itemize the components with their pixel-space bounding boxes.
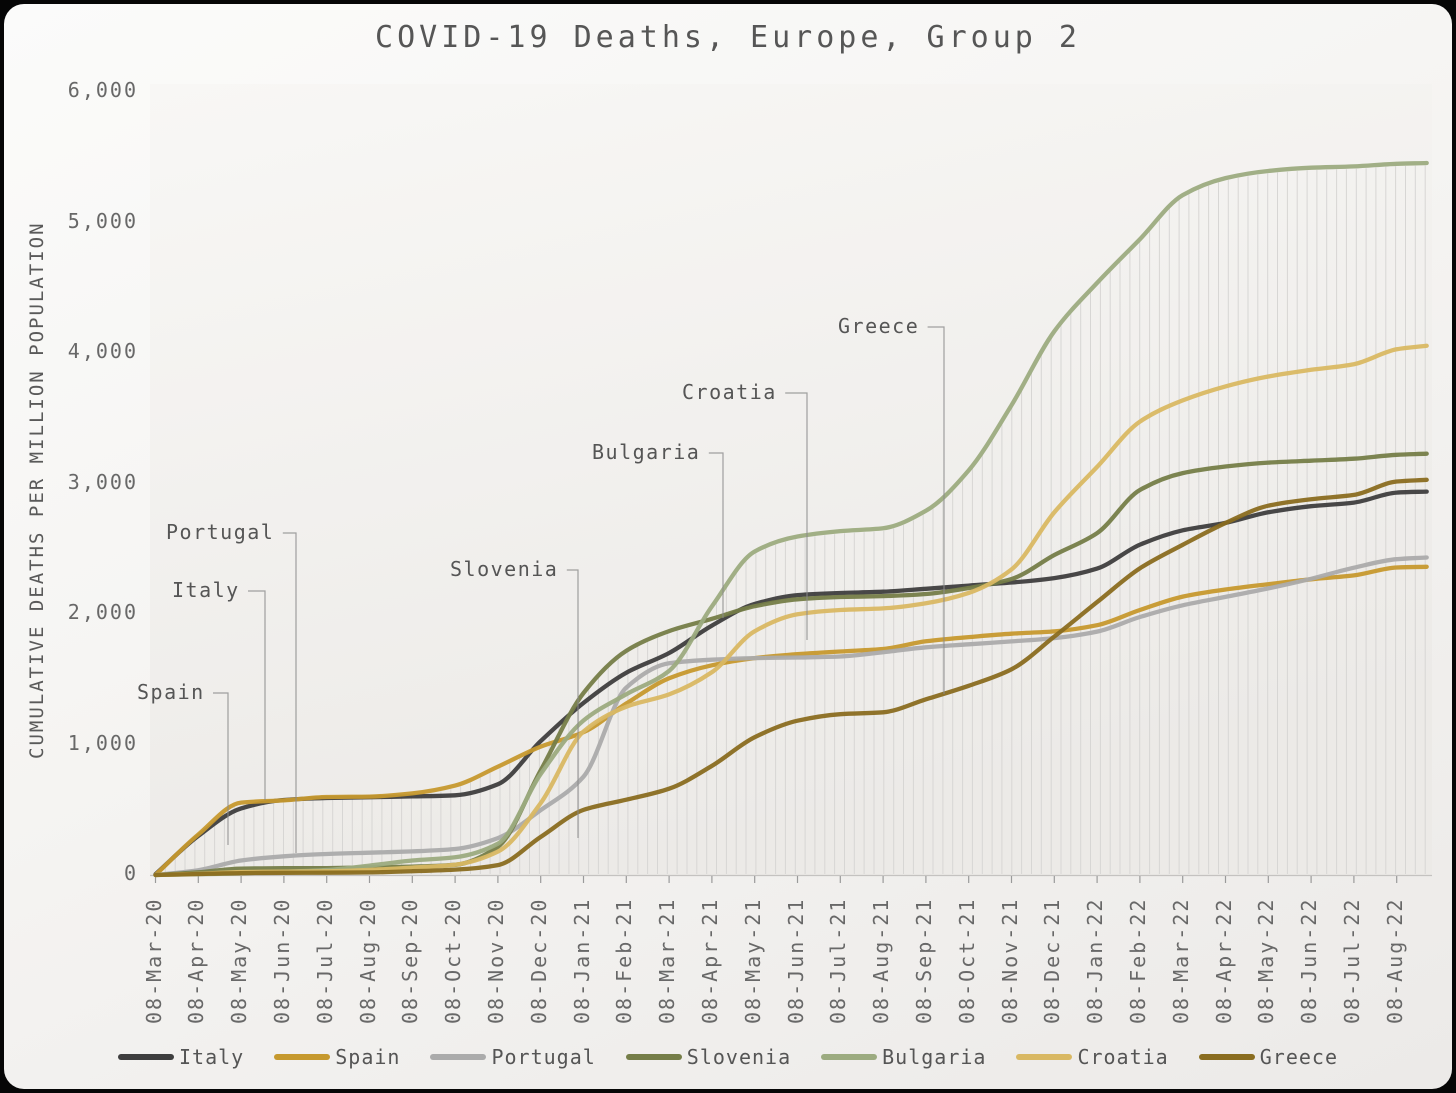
legend-label: Greece bbox=[1259, 1045, 1338, 1069]
legend-label: Bulgaria bbox=[882, 1045, 987, 1069]
legend-swatch bbox=[118, 1054, 175, 1060]
legend-swatch bbox=[1198, 1054, 1255, 1060]
legend-label: Italy bbox=[179, 1045, 245, 1069]
legend-label: Croatia bbox=[1077, 1045, 1169, 1069]
x-tick-label: 08-May-21 bbox=[740, 897, 765, 1024]
legend-item-slovenia: Slovenia bbox=[625, 1045, 792, 1069]
y-tick-label: 3,000 bbox=[67, 469, 138, 494]
legend-item-italy: Italy bbox=[118, 1045, 244, 1069]
annotation-leader-slovenia bbox=[566, 569, 579, 838]
series-annotation-spain: Spain bbox=[137, 680, 205, 704]
legend-item-portugal: Portugal bbox=[430, 1045, 595, 1069]
series-annotation-croatia: Croatia bbox=[682, 380, 777, 404]
legend-item-greece: Greece bbox=[1198, 1045, 1338, 1069]
x-tick-label: 08-Jun-21 bbox=[783, 897, 808, 1024]
x-tick-label: 08-Oct-20 bbox=[441, 897, 466, 1024]
x-tick-label: 08-Feb-21 bbox=[612, 897, 637, 1024]
legend-swatch bbox=[430, 1054, 487, 1060]
series-annotation-italy: Italy bbox=[172, 578, 240, 602]
x-tick-label: 08-Jul-21 bbox=[826, 897, 851, 1024]
x-tick-label: 08-Aug-20 bbox=[355, 897, 380, 1024]
x-tick-label: 08-Aug-22 bbox=[1382, 897, 1407, 1024]
x-tick-label: 08-Jun-22 bbox=[1297, 897, 1322, 1024]
x-tick-label: 08-Mar-20 bbox=[141, 897, 166, 1024]
y-tick-label: 4,000 bbox=[67, 339, 138, 363]
chart-card: COVID-19 Deaths, Europe, Group 2 CUMULAT… bbox=[4, 4, 1452, 1089]
x-tick-label: 08-Apr-22 bbox=[1211, 897, 1236, 1024]
legend-label: Spain bbox=[335, 1045, 401, 1069]
x-tick-label: 08-Jan-21 bbox=[569, 897, 594, 1024]
x-tick-label: 08-Oct-21 bbox=[954, 897, 979, 1024]
x-tick-label: 08-Nov-21 bbox=[997, 897, 1022, 1024]
x-tick-label: 08-Mar-21 bbox=[655, 897, 680, 1024]
series-line-portugal bbox=[153, 555, 1429, 878]
x-tick-label: 08-Apr-20 bbox=[184, 897, 209, 1024]
x-tick-label: 08-May-20 bbox=[227, 897, 252, 1024]
legend-label: Slovenia bbox=[686, 1045, 792, 1069]
legend-item-croatia: Croatia bbox=[1016, 1045, 1168, 1069]
legend-item-spain: Spain bbox=[274, 1045, 400, 1069]
plot-background bbox=[150, 84, 1432, 875]
annotation-leader-italy bbox=[248, 590, 266, 800]
x-tick-label: 08-Jun-20 bbox=[269, 897, 294, 1024]
x-tick-label: 08-Dec-20 bbox=[526, 897, 551, 1024]
x-tick-label: 08-Jul-22 bbox=[1339, 897, 1364, 1024]
legend-swatch bbox=[821, 1054, 878, 1060]
legend-swatch bbox=[625, 1054, 682, 1060]
chart-title: COVID-19 Deaths, Europe, Group 2 bbox=[375, 20, 1081, 55]
legend-item-bulgaria: Bulgaria bbox=[821, 1045, 986, 1069]
y-tick-label: 1,000 bbox=[67, 730, 138, 755]
series-line-spain bbox=[153, 564, 1429, 878]
chart-layers: COVID-19 Deaths, Europe, Group 2 CUMULAT… bbox=[4, 4, 1452, 1089]
legend-label: Portugal bbox=[491, 1045, 596, 1069]
annotation-leader-greece bbox=[927, 326, 945, 694]
series-line-greece bbox=[153, 477, 1429, 878]
annotation-leader-portugal bbox=[282, 532, 297, 853]
y-tick-label: 2,000 bbox=[67, 600, 138, 624]
series-line-croatia bbox=[153, 343, 1429, 878]
x-tick-label: 08-Sep-20 bbox=[398, 897, 423, 1024]
series-annotation-bulgaria: Bulgaria bbox=[592, 440, 701, 464]
x-tick-label: 08-Aug-21 bbox=[869, 897, 894, 1024]
x-tick-label: 08-Jul-20 bbox=[312, 897, 337, 1024]
annotation-leader-spain bbox=[213, 692, 229, 845]
x-tick-label: 08-May-22 bbox=[1254, 897, 1279, 1024]
y-tick-label: 5,000 bbox=[67, 208, 138, 233]
x-tick-label: 08-Dec-21 bbox=[1040, 897, 1065, 1024]
x-tick-label: 08-Jan-22 bbox=[1083, 897, 1108, 1024]
legend-swatch bbox=[1016, 1054, 1073, 1060]
x-tick-label: 08-Nov-20 bbox=[483, 897, 508, 1024]
x-tick-label: 08-Sep-21 bbox=[911, 897, 936, 1024]
x-tick-label: 08-Apr-21 bbox=[697, 897, 722, 1024]
y-tick-label: 0 bbox=[123, 861, 138, 885]
annotation-leader-croatia bbox=[785, 392, 808, 640]
annotation-leader-bulgaria bbox=[708, 452, 724, 618]
plot-area bbox=[150, 84, 1432, 883]
x-tick-label: 08-Mar-22 bbox=[1168, 897, 1193, 1024]
x-tick-label: 08-Feb-22 bbox=[1125, 897, 1150, 1024]
series-line-bulgaria bbox=[153, 160, 1429, 878]
y-tick-label: 6,000 bbox=[67, 78, 138, 102]
series-annotation-portugal: Portugal bbox=[166, 520, 275, 544]
series-annotation-slovenia: Slovenia bbox=[450, 557, 559, 581]
legend-swatch bbox=[274, 1054, 331, 1060]
series-annotation-greece: Greece bbox=[838, 314, 920, 338]
legend: Italy Spain Portugal Slovenia Bulgaria Croati… bbox=[4, 1042, 1452, 1072]
